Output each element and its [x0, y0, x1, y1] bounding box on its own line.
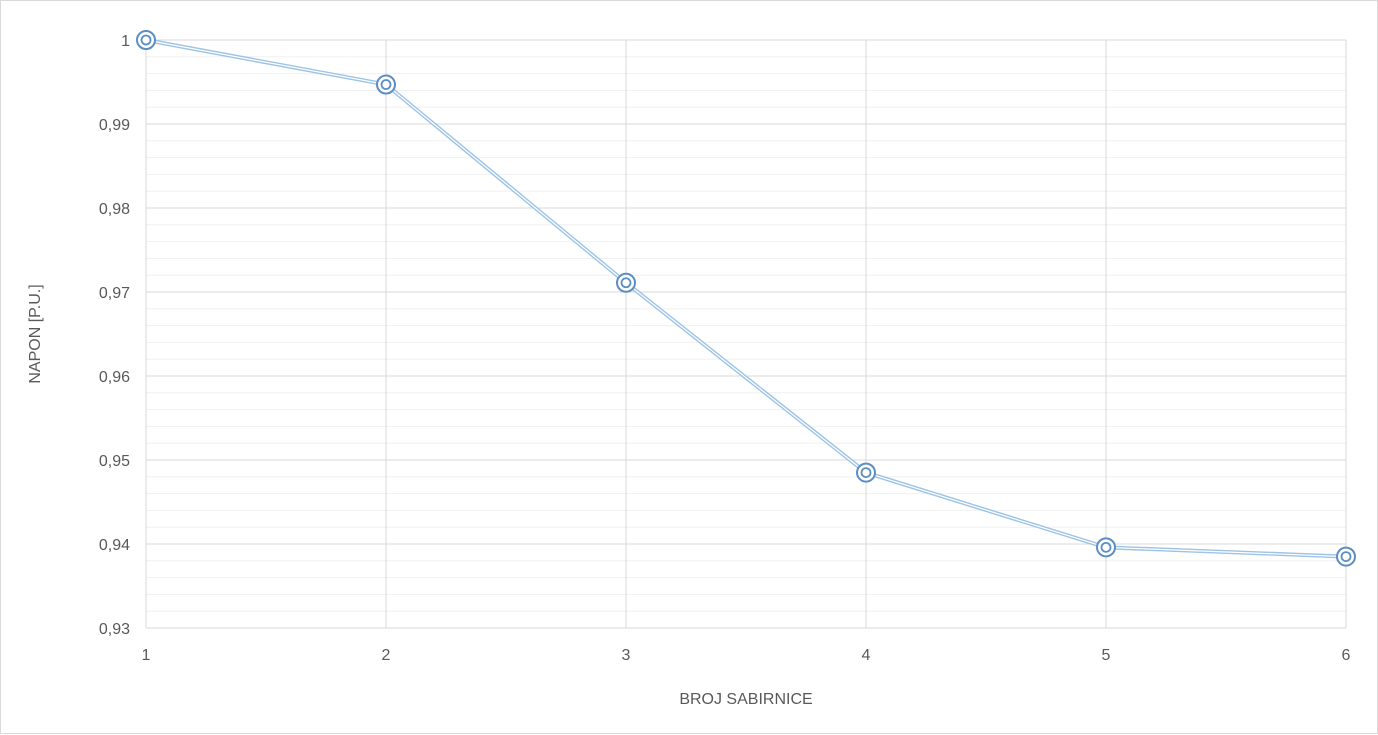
data-point: [1336, 546, 1356, 567]
y-tick-label: 0,93: [99, 621, 130, 638]
x-axis-title: BROJ SABIRNICE: [679, 691, 812, 708]
x-tick-label: 2: [382, 647, 391, 664]
data-point: [856, 462, 876, 483]
x-tick-label: 4: [862, 647, 871, 664]
x-tick-label: 3: [622, 647, 631, 664]
series-group: [136, 30, 1356, 567]
major-grid: [145, 39, 1347, 629]
y-tick-label: 0,97: [99, 285, 130, 302]
y-axis-title: NAPON [P.U.]: [27, 284, 44, 383]
x-tick-labels: 1 2 3 4 5 6: [142, 647, 1351, 664]
data-point-inner: [1340, 551, 1352, 562]
y-tick-label: 1: [121, 33, 130, 50]
x-tick-label: 1: [142, 647, 151, 664]
minor-grid: [146, 39, 1346, 629]
y-tick-label: 0,94: [99, 537, 130, 554]
y-tick-label: 0,98: [99, 201, 130, 218]
data-point: [1096, 537, 1116, 558]
x-tick-label: 5: [1102, 647, 1111, 664]
data-point: [136, 30, 156, 50]
series-line: [145, 38, 1347, 559]
data-point-inner: [620, 277, 632, 289]
y-tick-label: 0,95: [99, 453, 130, 470]
data-point-inner: [860, 467, 872, 479]
y-tick-label: 0,99: [99, 117, 130, 134]
data-point-inner: [140, 34, 152, 46]
x-tick-label: 6: [1342, 647, 1351, 664]
data-point-inner: [380, 79, 392, 90]
data-point: [376, 74, 396, 95]
y-tick-label: 0,96: [99, 369, 130, 386]
series-line-inner: [145, 39, 1347, 558]
y-tick-labels: 0,93 0,94 0,95 0,96 0,97 0,98 0,99 1: [99, 33, 130, 638]
data-point: [616, 272, 636, 293]
data-point-inner: [1100, 541, 1112, 553]
